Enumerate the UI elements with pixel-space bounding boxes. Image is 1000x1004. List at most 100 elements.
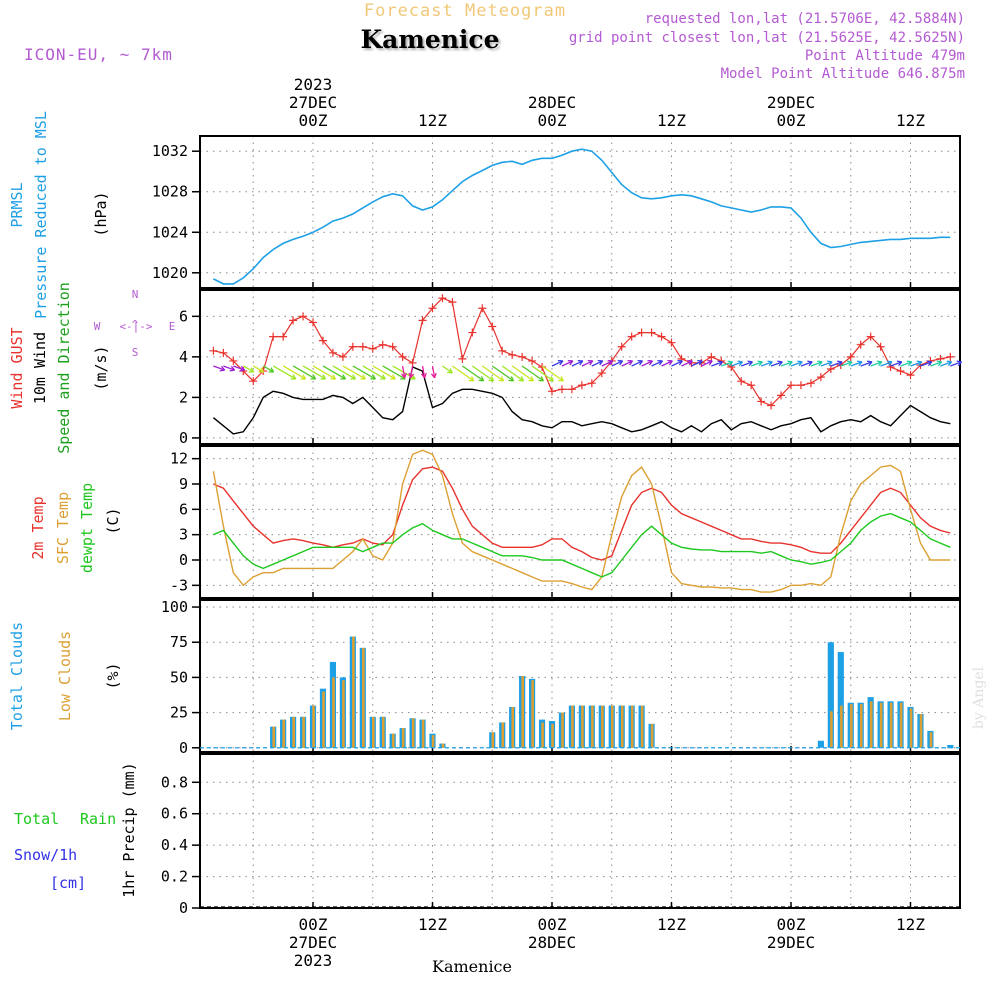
low-cloud-bar: [411, 718, 415, 748]
t2m-line: [213, 466, 951, 561]
wind-direction-arrow: [890, 361, 903, 367]
wind-arrow-head: [687, 359, 693, 366]
pressure-labels: PRMSL Pressure Reduced to MSL (hPa): [8, 111, 110, 319]
wind-arrow-head: [330, 374, 337, 380]
cloud-bars: [200, 636, 960, 749]
wind-direction-arrow: [401, 365, 406, 378]
wind-direction-arrow: [820, 361, 833, 367]
wind-arrow-head: [538, 376, 545, 382]
top-axis-label: 2023: [294, 75, 333, 94]
requested-coords: requested lon,lat (21.5706E, 42.5884N): [645, 11, 965, 27]
gust-point: [946, 352, 955, 361]
low-cloud-bar: [272, 726, 276, 748]
wind-direction-arrow: [681, 360, 693, 367]
wind-arrow-head: [697, 359, 703, 366]
low-cloud-bar: [352, 636, 355, 748]
wind-arrow-head: [229, 365, 236, 372]
wind-direction-arrow: [721, 361, 733, 367]
low-cloud-bar: [601, 705, 604, 748]
temp-labels: 2m Temp SFC Temp dewpt Temp (C): [29, 483, 122, 573]
low-cloud-bar: [441, 743, 445, 748]
gust-point: [667, 338, 676, 347]
low-cloud-bar: [879, 702, 883, 748]
total-cloud-bar: [817, 740, 824, 748]
dewpt-line: [213, 512, 951, 578]
temperature-series: [212, 449, 951, 593]
low-cloud-bar: [650, 723, 654, 748]
low-cloud-bar: [322, 691, 325, 748]
wind-direction-arrow: [930, 361, 942, 367]
y-tick-label: 9: [179, 475, 188, 493]
wind-direction-arrow: [409, 365, 414, 378]
wind-dir-label: Speed and Direction: [55, 282, 73, 454]
wind-direction-arrow: [462, 365, 485, 382]
wind-direction-arrow: [740, 361, 753, 367]
wind-panel-frame: [199, 289, 961, 445]
gust-point: [866, 332, 875, 341]
wind-arrow-head: [906, 360, 913, 367]
y-tick-label: 0.8: [161, 773, 188, 791]
top-axis-label: 29DEC: [767, 93, 815, 112]
wind-arrow-head: [777, 360, 783, 367]
cloud-unit: (%): [104, 662, 122, 689]
compass-w: W: [94, 320, 101, 333]
low-cloud-bar: [611, 705, 614, 748]
wind-direction-arrow: [551, 360, 564, 367]
wind-direction-arrow: [750, 361, 763, 367]
y-tick-label: 0.2: [161, 868, 188, 886]
panels: 1020 1024 1028 1032 0 2 4 6 -3 0 3 6 9 12 0 25 50 75 100 0 0…: [152, 135, 961, 917]
gust-point: [388, 342, 397, 351]
gust-point: [418, 316, 427, 325]
pressure-unit: (hPa): [92, 191, 110, 236]
wind-direction-arrow: [352, 365, 376, 380]
gust-point: [647, 328, 656, 337]
model-label: ICON-EU, ~ 7km: [24, 45, 173, 64]
wind-direction-arrow: [601, 360, 613, 367]
wind-arrow-head: [926, 360, 933, 367]
gust-point: [209, 346, 218, 355]
wind-direction-arrow: [332, 365, 356, 380]
gust-point: [777, 391, 786, 400]
low-cloud-bar: [551, 723, 554, 748]
compass-axis-v: ^: [132, 318, 139, 331]
wind-direction-arrow: [501, 365, 524, 382]
wind-direction-arrow: [661, 360, 673, 367]
low-cloud-bar: [859, 704, 863, 748]
snow-unit: [cm]: [50, 874, 86, 892]
low-cloud-bar: [312, 705, 315, 748]
wind-direction-arrow: [481, 365, 504, 382]
gust-point: [358, 342, 367, 351]
bottom-axis-label: 2023: [294, 951, 333, 970]
watermark: by Angel: [971, 666, 987, 729]
gust-point: [229, 356, 238, 365]
low-cloud-bar: [282, 719, 285, 748]
pressure-panel-frame: [199, 135, 961, 289]
wind-direction-arrow: [511, 365, 534, 382]
bottom-axis-label: 12Z: [418, 915, 447, 934]
y-tick-label: 1028: [152, 183, 188, 201]
bottom-axis-label: 00Z: [538, 915, 567, 934]
wind-direction-arrow: [471, 365, 495, 382]
low-cloud-bar: [909, 708, 913, 748]
bottom-axis-label: 28DEC: [528, 933, 576, 952]
wind-arrow-head: [886, 360, 893, 367]
wind-direction-arrow: [252, 365, 264, 373]
gust-point: [508, 350, 517, 359]
compass-n: N: [132, 288, 139, 301]
gust-point: [408, 358, 417, 367]
low-cloud-bar: [840, 705, 843, 748]
wind-arrow-head: [558, 376, 564, 382]
gust-point: [826, 365, 835, 374]
gust-point: [876, 342, 885, 351]
wind-arrow-head: [478, 376, 485, 382]
low-cloud-bar: [292, 716, 295, 748]
wind-arrow-head: [310, 374, 317, 380]
gust-point: [398, 352, 407, 361]
wind-direction-arrow: [382, 365, 406, 380]
gust-point: [468, 328, 477, 337]
gust-point: [637, 328, 646, 337]
wind-direction-arrow: [691, 360, 703, 367]
wind-direction-arrow: [760, 361, 773, 367]
wind-arrow-head: [817, 360, 823, 367]
